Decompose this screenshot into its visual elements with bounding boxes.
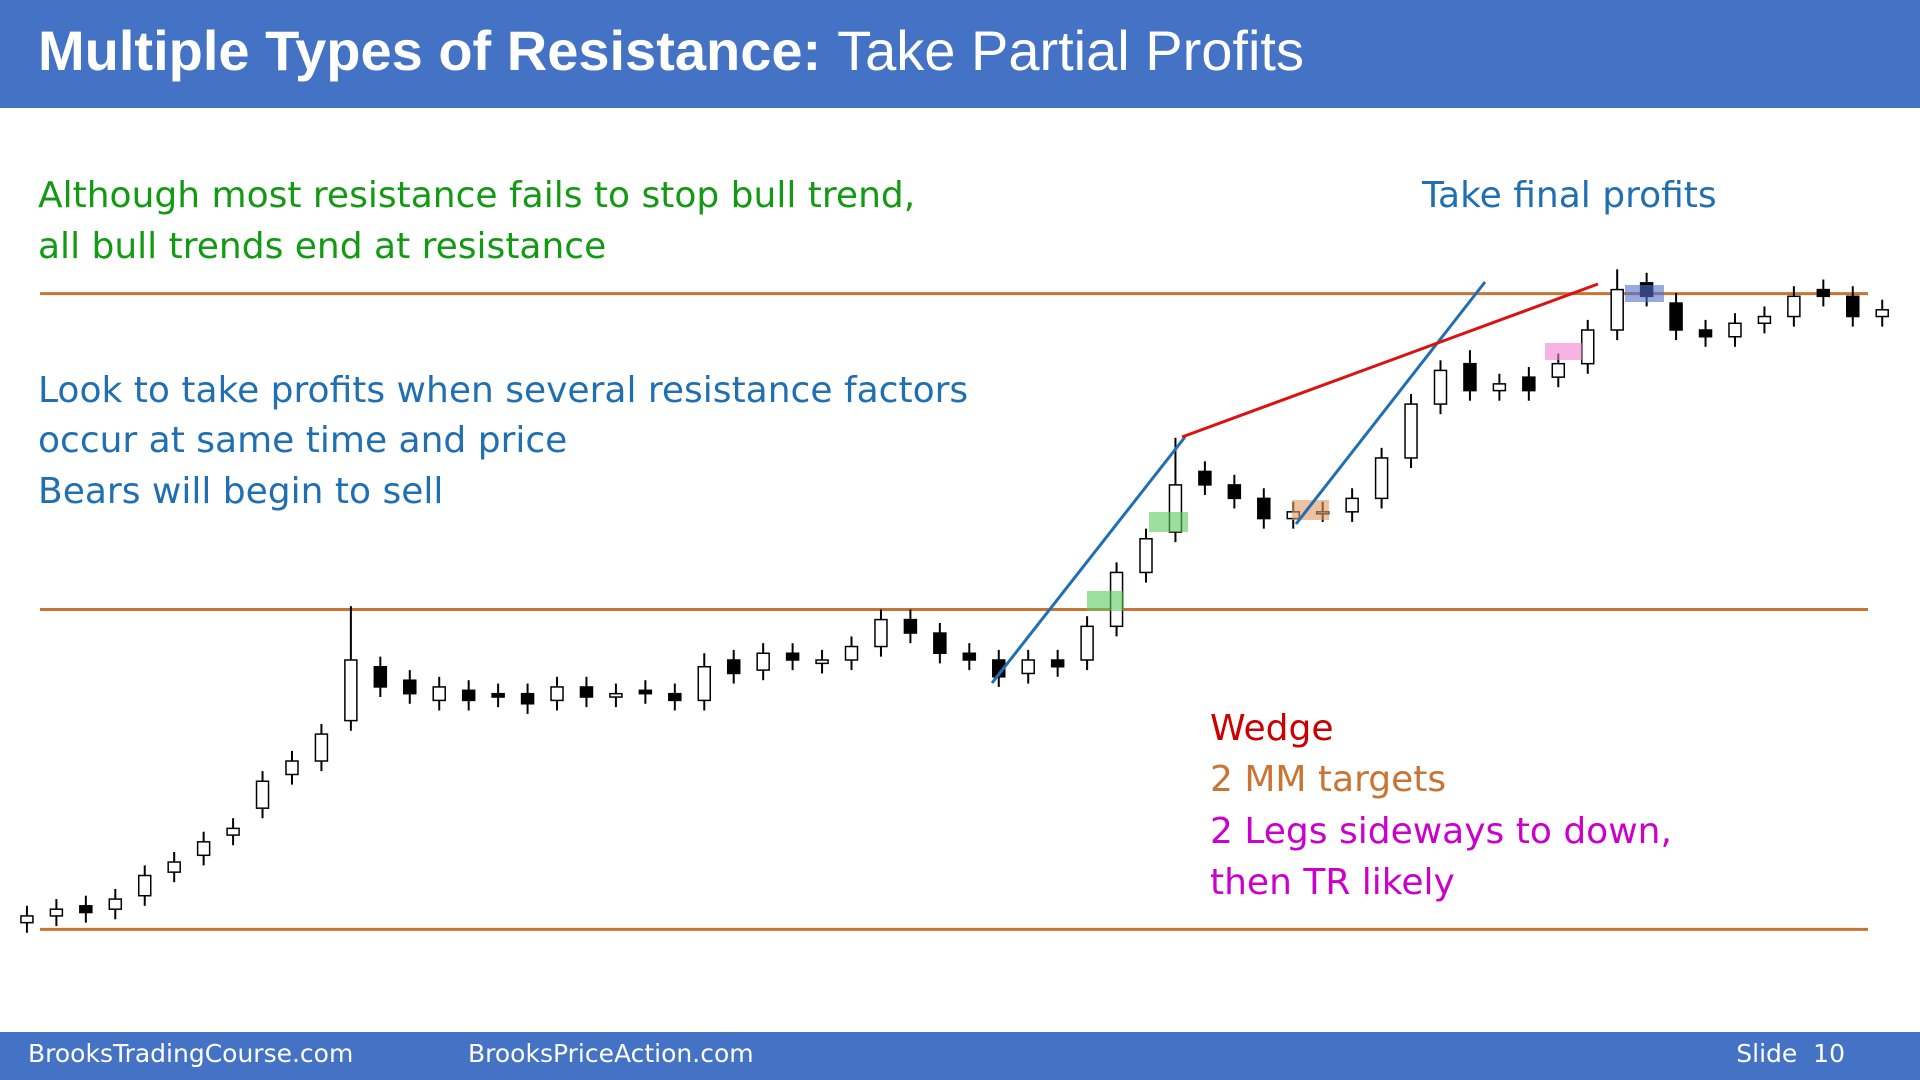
candle-body [1846, 295, 1860, 318]
footer-middle: BrooksPriceAction.com [468, 1039, 754, 1068]
candle-body [1522, 376, 1536, 392]
candle-body [403, 679, 417, 695]
candle-body [933, 632, 947, 655]
candle-body [1610, 288, 1624, 331]
candle-body [1404, 403, 1418, 459]
candle-body [756, 652, 770, 671]
candle-body [844, 645, 859, 661]
wedge-line [1181, 282, 1599, 439]
candle-body [432, 686, 446, 702]
candle-body [373, 665, 388, 688]
highlight [1149, 512, 1188, 532]
candle-body [167, 861, 181, 873]
candle-body [226, 827, 240, 836]
candle-body [726, 659, 741, 675]
candle-body [1374, 457, 1389, 500]
candle-body [815, 659, 829, 665]
trend-line [1294, 281, 1487, 525]
trend-line [990, 436, 1187, 684]
candle-body [1551, 362, 1566, 378]
candle-body [1080, 625, 1094, 661]
title: Multiple Types of Resistance: Take Partia… [38, 19, 1304, 82]
chart [20, 269, 1889, 933]
candle-body [49, 908, 64, 917]
candle-body [1463, 362, 1477, 392]
candle-body [668, 692, 682, 702]
legend-legs: 2 Legs sideways to down, [1210, 811, 1672, 852]
title-rest: Take Partial Profits [837, 19, 1304, 82]
candle-body [1021, 659, 1035, 675]
candle-body [196, 841, 211, 857]
candle-body [550, 686, 564, 702]
candle-body [344, 659, 358, 722]
note-blue: Bears will begin to sell [38, 471, 443, 512]
candle-body [874, 618, 888, 648]
candle-body [137, 874, 152, 897]
candle-body [20, 915, 34, 924]
legend-wedge: Wedge [1210, 708, 1334, 749]
highlight [1625, 285, 1664, 302]
candle-body [461, 689, 476, 702]
candle-body [1345, 497, 1359, 513]
candle-body [609, 692, 623, 698]
candle-body [1875, 309, 1889, 318]
candle-body [1728, 322, 1742, 338]
legend-mm: 2 MM targets [1210, 759, 1446, 800]
candle-body [491, 692, 505, 698]
footer-band [0, 1032, 1920, 1080]
candle-body [1698, 329, 1713, 338]
candle-body [1257, 497, 1271, 520]
candle-body [903, 618, 918, 634]
candle-body [1198, 470, 1212, 486]
candle-body [255, 780, 270, 809]
footer-left: BrooksTradingCourse.com [28, 1039, 353, 1068]
legend-legs: then TR likely [1210, 862, 1455, 903]
candle-body [520, 692, 535, 705]
candle-body [962, 652, 977, 661]
candle-body [1757, 315, 1772, 325]
candle-body [79, 905, 93, 914]
candle-body [1492, 383, 1507, 392]
candle-body [785, 652, 800, 661]
candle-body [1787, 295, 1801, 318]
candle-body [697, 665, 712, 702]
candle-body [1816, 288, 1831, 298]
slide-number: Slide 10 [1736, 1039, 1845, 1068]
candle-body [314, 733, 329, 762]
candle-body [579, 686, 594, 698]
candle-body [108, 898, 123, 910]
candle-body [1139, 538, 1153, 574]
highlight [1545, 343, 1582, 360]
note-blue: occur at same time and price [38, 420, 567, 461]
candle-body [1227, 484, 1242, 500]
candle-body [285, 760, 299, 776]
candle-body [638, 689, 653, 695]
annotations [990, 281, 1664, 684]
note-final: Take final profits [1421, 175, 1717, 216]
header-band [0, 0, 1920, 108]
highlight [1087, 591, 1124, 611]
candle-body [1580, 329, 1595, 365]
note-blue: Look to take profits when several resist… [38, 370, 968, 411]
note-green: Although most resistance fails to stop b… [38, 175, 915, 216]
title-bold: Multiple Types of Resistance: [38, 19, 821, 82]
candle-body [1433, 369, 1448, 405]
note-green: all bull trends end at resistance [38, 226, 606, 267]
candle-body [1050, 659, 1065, 668]
candle-body [1669, 302, 1683, 331]
